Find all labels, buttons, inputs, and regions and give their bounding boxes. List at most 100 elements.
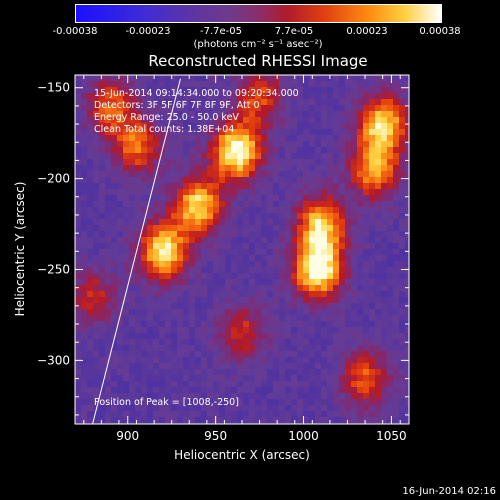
heatmap-cell: [273, 267, 279, 273]
heatmap-cell: [201, 87, 207, 93]
heatmap-cell: [333, 285, 339, 291]
heatmap-cell: [345, 225, 351, 231]
heatmap-cell: [285, 183, 291, 189]
heatmap-cell: [207, 195, 213, 201]
heatmap-cell: [327, 237, 333, 243]
heatmap-cell: [141, 345, 147, 351]
heatmap-cell: [315, 123, 321, 129]
heatmap-cell: [363, 273, 369, 279]
heatmap-cell: [285, 387, 291, 393]
heatmap-cell: [321, 81, 327, 87]
heatmap-cell: [249, 315, 255, 321]
heatmap-cell: [225, 183, 231, 189]
heatmap-cell: [297, 339, 303, 345]
heatmap-cell: [357, 123, 363, 129]
heatmap-cell: [177, 231, 183, 237]
heatmap-cell: [99, 153, 105, 159]
heatmap-cell: [393, 141, 399, 147]
heatmap-cell: [237, 363, 243, 369]
heatmap-cell: [321, 123, 327, 129]
heatmap-cell: [171, 345, 177, 351]
heatmap-cell: [321, 291, 327, 297]
heatmap-cell: [117, 333, 123, 339]
heatmap-cell: [165, 213, 171, 219]
heatmap-cell: [135, 129, 141, 135]
heatmap-cell: [273, 375, 279, 381]
heatmap-cell: [339, 141, 345, 147]
heatmap-cell: [231, 381, 237, 387]
heatmap-cell: [207, 303, 213, 309]
heatmap-cell: [213, 237, 219, 243]
heatmap-cell: [225, 99, 231, 105]
heatmap-cell: [273, 189, 279, 195]
heatmap-cell: [357, 255, 363, 261]
heatmap-cell: [177, 321, 183, 327]
heatmap-cell: [117, 309, 123, 315]
heatmap-cell: [129, 309, 135, 315]
heatmap-cell: [351, 417, 357, 423]
heatmap-cell: [387, 351, 393, 357]
heatmap-cell: [213, 93, 219, 99]
heatmap-cell: [363, 117, 369, 123]
heatmap-cell: [261, 231, 267, 237]
heatmap-cell: [255, 231, 261, 237]
heatmap-cell: [159, 165, 165, 171]
heatmap-cell: [141, 111, 147, 117]
heatmap-cell: [177, 285, 183, 291]
heatmap-cell: [255, 135, 261, 141]
heatmap-cell: [165, 339, 171, 345]
heatmap-cell: [321, 387, 327, 393]
heatmap-cell: [147, 105, 153, 111]
heatmap-cell: [387, 315, 393, 321]
heatmap-cell: [105, 183, 111, 189]
heatmap-cell: [99, 393, 105, 399]
heatmap-cell: [93, 165, 99, 171]
heatmap-cell: [99, 207, 105, 213]
heatmap-cell: [177, 177, 183, 183]
heatmap-cell: [189, 339, 195, 345]
heatmap-cell: [279, 129, 285, 135]
heatmap-cell: [303, 351, 309, 357]
heatmap-cell: [321, 93, 327, 99]
heatmap-cell: [405, 237, 409, 243]
heatmap-cell: [159, 393, 165, 399]
heatmap-cell: [177, 267, 183, 273]
heatmap-cell: [387, 225, 393, 231]
heatmap-cell: [87, 147, 93, 153]
heatmap-cell: [153, 387, 159, 393]
heatmap-cell: [237, 333, 243, 339]
heatmap-cell: [399, 177, 405, 183]
heatmap-cell: [369, 141, 375, 147]
heatmap-cell: [267, 177, 273, 183]
heatmap-cell: [393, 405, 399, 411]
heatmap-cell: [315, 99, 321, 105]
heatmap-cell: [195, 375, 201, 381]
heatmap-cell: [333, 339, 339, 345]
heatmap-cell: [225, 219, 231, 225]
heatmap-cell: [165, 303, 171, 309]
heatmap-cell: [243, 285, 249, 291]
heatmap-cell: [345, 111, 351, 117]
heatmap-cell: [279, 339, 285, 345]
heatmap-cell: [123, 315, 129, 321]
heatmap-cell: [237, 249, 243, 255]
heatmap-cell: [267, 249, 273, 255]
heatmap-cell: [105, 135, 111, 141]
heatmap-cell: [375, 111, 381, 117]
heatmap-cell: [369, 99, 375, 105]
heatmap-cell: [111, 87, 117, 93]
heatmap-cell: [117, 279, 123, 285]
heatmap-cell: [333, 207, 339, 213]
heatmap-cell: [363, 357, 369, 363]
heatmap-cell: [147, 273, 153, 279]
heatmap-cell: [111, 375, 117, 381]
heatmap-cell: [183, 357, 189, 363]
heatmap-cell: [363, 279, 369, 285]
heatmap-cell: [123, 171, 129, 177]
heatmap-cell: [381, 291, 387, 297]
heatmap-cell: [285, 255, 291, 261]
heatmap-cell: [405, 159, 409, 165]
heatmap-cell: [219, 87, 225, 93]
heatmap-cell: [393, 345, 399, 351]
heatmap-cell: [81, 159, 87, 165]
